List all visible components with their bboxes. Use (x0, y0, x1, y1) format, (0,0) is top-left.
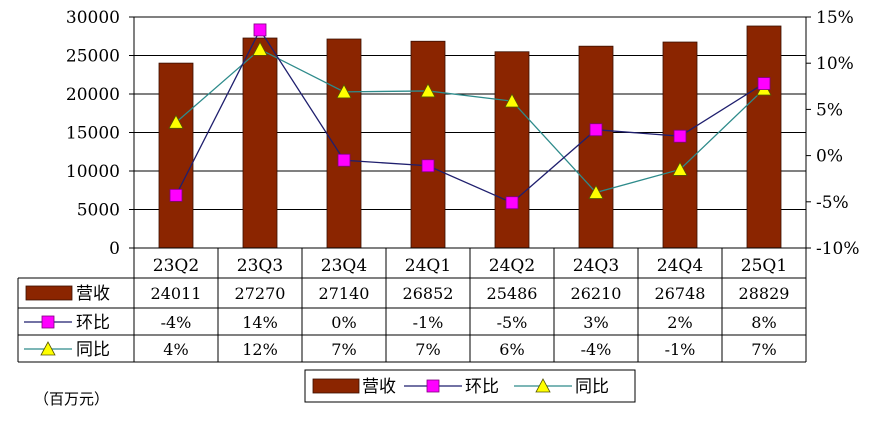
yoy-point (420, 83, 436, 98)
yoy-point (252, 41, 268, 56)
revenue-bar (242, 37, 278, 249)
revenue-bar (578, 45, 614, 249)
yoy-point (588, 184, 604, 199)
row-label-revenue: 营收 (76, 284, 110, 304)
table-cell: 4% (163, 340, 188, 359)
category-label: 23Q4 (321, 256, 367, 276)
table-cell: 12% (242, 340, 278, 359)
left-tick-label: 20000 (66, 85, 120, 105)
qoq-point (505, 196, 519, 210)
table-cell: 7% (331, 340, 356, 359)
qoq-point (589, 123, 603, 137)
legend-label-qoq: 环比 (465, 377, 499, 397)
right-tick-label: 5% (816, 100, 843, 120)
yoy-line (175, 48, 765, 194)
revenue-bar (662, 41, 698, 249)
legend-swatch-qoq-marker (426, 379, 440, 393)
right-tick-label: 0% (816, 147, 843, 167)
legend-label-revenue: 营收 (362, 377, 396, 397)
table-cell: -4% (161, 313, 192, 332)
legend-box (304, 369, 636, 403)
category-label: 24Q3 (573, 256, 619, 276)
revenue-bar (494, 51, 530, 249)
unit-label: （百万元） (34, 390, 109, 408)
category-label: 24Q1 (405, 256, 451, 276)
table-cell: 7% (415, 340, 440, 359)
revenue-bar (158, 62, 194, 249)
qoq-point (337, 153, 351, 167)
right-tick-label: 10% (816, 54, 854, 74)
category-label: 24Q4 (657, 256, 703, 276)
revenue-bars (158, 25, 782, 249)
yoy-point (504, 93, 520, 108)
category-label: 24Q2 (489, 256, 535, 276)
table-cell: 27140 (319, 284, 370, 303)
category-label: 23Q2 (153, 256, 199, 276)
right-tick-label: -5% (816, 193, 849, 213)
yoy-point (336, 84, 352, 99)
left-tick-label: 5000 (77, 201, 120, 221)
right-tick-label: 15% (816, 8, 854, 28)
legend-key-revenue (25, 285, 73, 301)
table-cell: 26852 (403, 284, 454, 303)
revenue-bar (746, 25, 782, 249)
category-label: 25Q1 (741, 256, 787, 276)
table-cell: 28829 (739, 284, 790, 303)
table-cell: 25486 (487, 284, 538, 303)
qoq-point (421, 159, 435, 173)
revenue-bar (410, 40, 446, 249)
table-cell: 3% (583, 313, 608, 332)
table-cell: -5% (497, 313, 528, 332)
row-label-qoq: 环比 (76, 313, 110, 333)
table-cell: -1% (665, 340, 696, 359)
legend-swatch-yoy-marker (535, 378, 551, 393)
left-tick-label: 10000 (66, 162, 120, 182)
table-cell: 2% (667, 313, 692, 332)
table-cell: 27270 (235, 284, 286, 303)
table-cell: 7% (751, 340, 776, 359)
qoq-point (673, 129, 687, 143)
gridlines (134, 16, 806, 210)
legend-key-qoq-marker (41, 315, 55, 329)
qoq-line (175, 28, 765, 204)
table-cell: 8% (751, 313, 776, 332)
legend: 营收 环比 同比 (304, 369, 636, 403)
qoq-point (169, 188, 183, 202)
table-cell: -4% (581, 340, 612, 359)
category-label: 23Q3 (237, 256, 283, 276)
table-cell: 14% (242, 313, 278, 332)
yoy-point (168, 114, 184, 129)
revenue-bar (326, 38, 362, 249)
right-tick-label: -10% (816, 239, 860, 259)
table-cell: 24011 (151, 284, 202, 303)
table-cell: 6% (499, 340, 524, 359)
table-cell: 0% (331, 313, 356, 332)
table-cell: -1% (413, 313, 444, 332)
table-cell: 26210 (571, 284, 622, 303)
left-tick-label: 25000 (66, 47, 120, 67)
left-tick-label: 0 (109, 239, 120, 259)
table-cell: 26748 (655, 284, 706, 303)
qoq-point (757, 77, 771, 90)
legend-key-yoy-marker (40, 341, 56, 356)
row-label-yoy: 同比 (76, 340, 110, 360)
yoy-point (672, 161, 688, 176)
legend-label-yoy: 同比 (575, 377, 609, 397)
left-tick-label: 15000 (66, 124, 120, 144)
legend-swatch-revenue (312, 378, 360, 394)
percent-lines (168, 23, 772, 210)
qoq-point (253, 23, 267, 37)
left-tick-label: 30000 (66, 8, 120, 28)
